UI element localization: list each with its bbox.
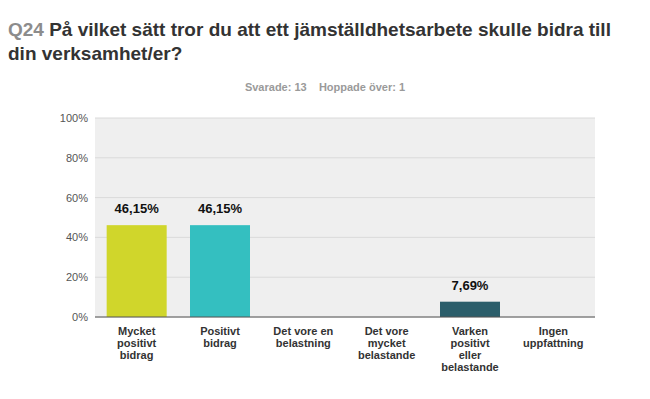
x-tick-label-line: positivt	[450, 337, 489, 349]
x-tick-label: Varkenpositivtellerbelastande	[441, 325, 498, 373]
x-tick-label-line: Det vore en	[273, 325, 333, 337]
y-tick-label: 40%	[66, 231, 88, 243]
x-axis	[95, 317, 595, 318]
chart: Svarade: 13 Hoppade över: 1 0% 20% 40% 60% 80…	[0, 0, 650, 399]
grid-line	[95, 237, 595, 238]
x-tick-label-line: belastande	[358, 349, 415, 361]
bar	[107, 225, 167, 317]
data-label: 46,15%	[115, 201, 160, 216]
question-number: Q24	[8, 19, 44, 40]
x-tick-label-line: eller	[459, 349, 482, 361]
data-label: 46,15%	[198, 201, 243, 216]
x-tick-label: Mycketpositivtbidrag	[117, 325, 156, 361]
bars	[107, 225, 500, 317]
grid-line	[95, 157, 595, 158]
x-tick-label-line: Varken	[452, 325, 488, 337]
x-tick-label-line: belastande	[441, 361, 498, 373]
x-tick-label-line: mycket	[368, 337, 406, 349]
x-tick-label-line: uppfattning	[523, 337, 583, 349]
bar	[190, 225, 250, 317]
x-tick-label-line: bidrag	[203, 337, 237, 349]
title: Q24 På vilket sätt tror du att ett jämst…	[8, 18, 644, 66]
x-tick-label: Det vore enbelastning	[273, 325, 333, 349]
x-tick-label: Positivtbidrag	[200, 325, 240, 349]
grid-line	[95, 317, 595, 318]
plot-background	[95, 118, 595, 317]
x-tick-label-line: Det vore	[365, 325, 409, 337]
x-tick-label: Det voremycketbelastande	[358, 325, 415, 361]
x-tick-label-line: bidrag	[120, 349, 154, 361]
grid-line	[95, 118, 595, 119]
y-tick-label: 100%	[60, 112, 88, 124]
grid-line	[95, 197, 595, 198]
y-tick-label: 80%	[66, 152, 88, 164]
y-tick-label: 20%	[66, 271, 88, 283]
grid-line	[95, 277, 595, 278]
x-tick-label: Ingenuppfattning	[523, 325, 583, 349]
x-tick-label-line: Mycket	[118, 325, 156, 337]
y-tick-label: 0%	[72, 311, 88, 323]
y-tick-label: 60%	[66, 192, 88, 204]
x-tick-label-line: belastning	[276, 337, 331, 349]
subtitle: Svarade: 13 Hoppade över: 1	[245, 81, 405, 93]
data-label: 7,69%	[452, 278, 489, 293]
x-tick-label-line: Positivt	[200, 325, 240, 337]
bar	[440, 302, 500, 317]
x-tick-label-line: positivt	[117, 337, 156, 349]
x-tick-label-line: Ingen	[539, 325, 569, 337]
